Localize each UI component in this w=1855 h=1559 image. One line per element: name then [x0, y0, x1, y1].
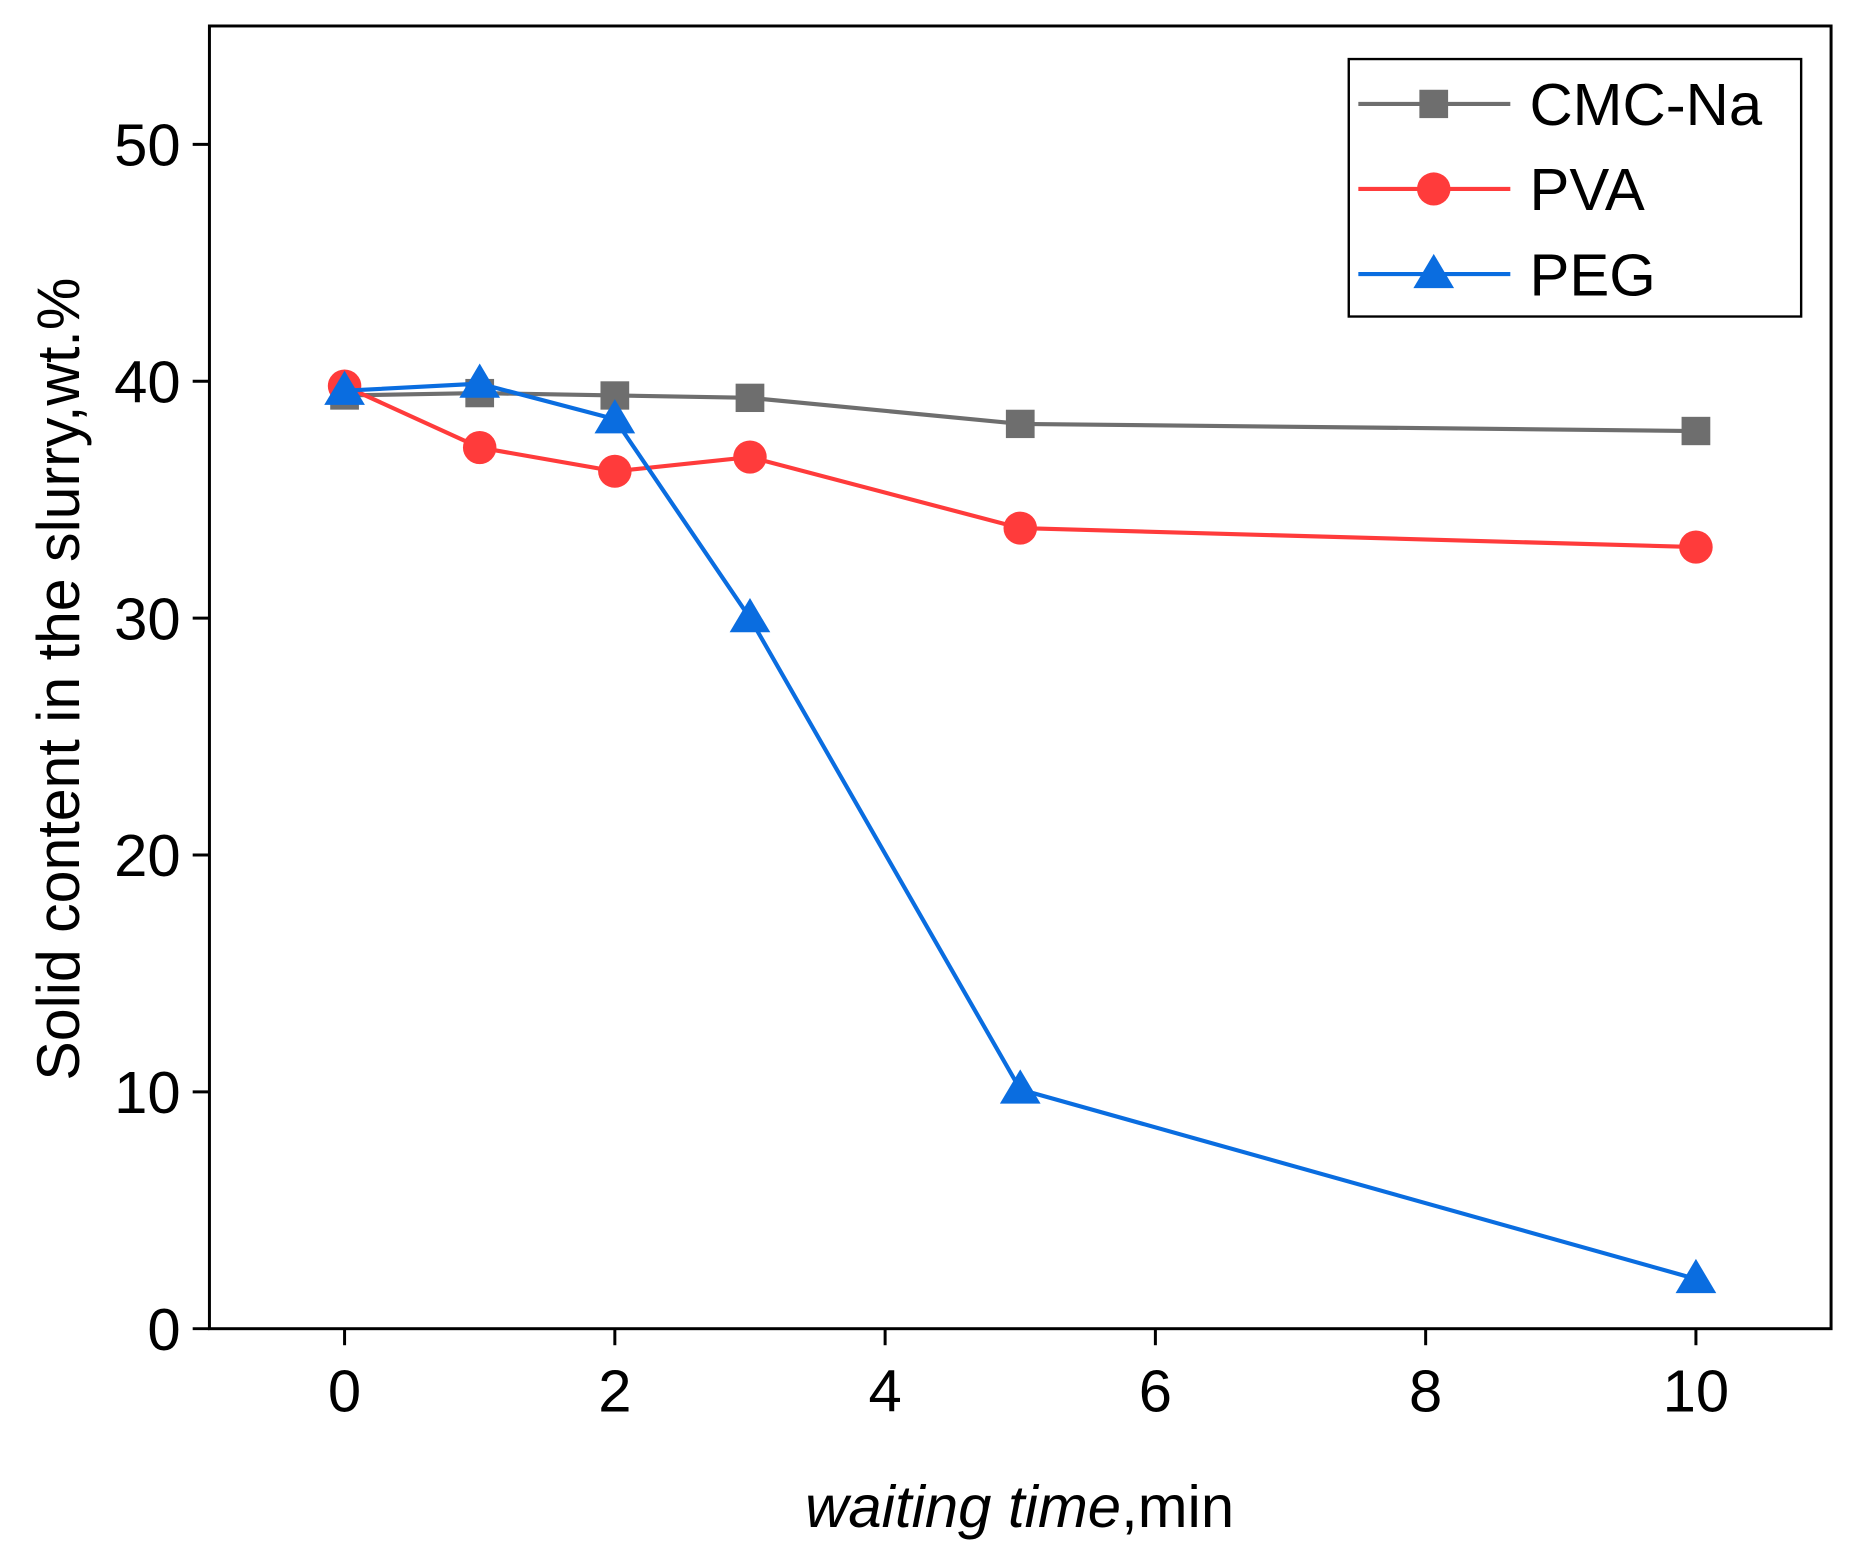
x-tick-label: 10 [1663, 1358, 1730, 1425]
data-point [1679, 530, 1713, 564]
x-tick-label: 0 [328, 1358, 361, 1425]
x-tick-label: 4 [868, 1358, 901, 1425]
data-point [598, 454, 632, 488]
x-axis-label: waiting time,min [805, 1473, 1234, 1540]
y-tick-label: 10 [114, 1059, 181, 1126]
series-cmc-na [330, 378, 1711, 446]
data-point [594, 399, 636, 434]
y-axis-label: Solid content in the slurry,wt.% [25, 278, 92, 1081]
series-line [343, 384, 1696, 550]
series-line [344, 381, 1697, 1281]
data-point [729, 598, 771, 633]
y-tick-label: 20 [114, 823, 181, 890]
x-tick-label: 6 [1139, 1358, 1172, 1425]
legend-label: CMC-Na [1529, 72, 1763, 139]
legend-marker [1413, 253, 1455, 289]
data-point [1003, 511, 1038, 545]
plot-frame [207, 24, 1833, 1331]
data-point [1005, 409, 1035, 439]
series-peg [324, 363, 1717, 1294]
data-point [735, 383, 765, 413]
x-tick-label: 2 [598, 1358, 631, 1425]
data-point [324, 370, 365, 405]
data-point [1681, 416, 1711, 446]
series-line [344, 391, 1696, 434]
data-point [733, 440, 767, 474]
data-point [462, 431, 497, 465]
y-tick-label: 0 [147, 1296, 180, 1363]
legend-label: PVA [1529, 157, 1645, 224]
data-point [459, 363, 501, 398]
y-tick-label: 40 [114, 349, 181, 416]
data-point [1675, 1258, 1717, 1294]
legend-marker [1419, 89, 1449, 119]
legend: CMC-Na PVA PEG [1347, 57, 1803, 318]
data-point [999, 1069, 1041, 1104]
y-tick-label: 50 [114, 112, 181, 179]
legend-marker [1416, 172, 1451, 206]
y-tick-label: 30 [114, 586, 181, 653]
x-tick-label: 8 [1409, 1358, 1442, 1425]
legend-label: PEG [1529, 242, 1655, 309]
